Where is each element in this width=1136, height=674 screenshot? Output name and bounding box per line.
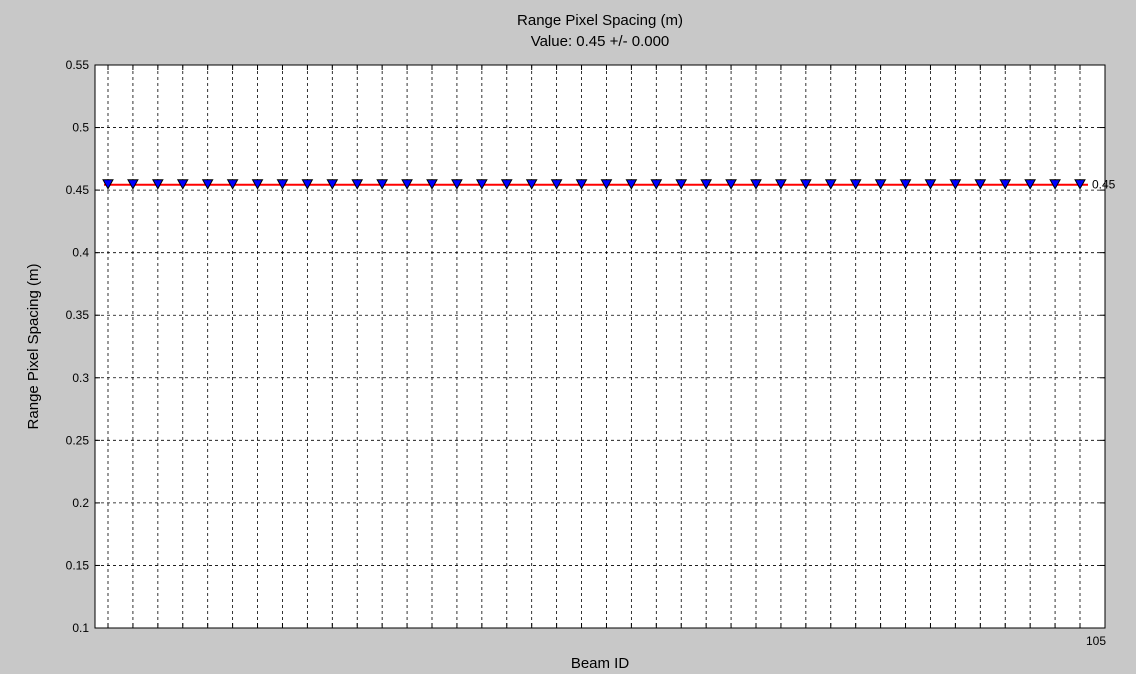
markers <box>102 179 1086 190</box>
data-point <box>999 179 1012 190</box>
data-point <box>575 179 588 190</box>
data-point <box>675 179 688 190</box>
data-point <box>974 179 987 190</box>
data-point <box>102 179 114 190</box>
data-point <box>451 179 463 190</box>
data-point <box>700 179 713 190</box>
data-point <box>525 179 538 190</box>
data-point <box>725 179 737 190</box>
y-tick-label: 0.25 <box>66 433 90 447</box>
data-point <box>600 179 613 190</box>
data-point <box>650 179 663 190</box>
chart-title: Range Pixel Spacing (m) <box>517 12 683 29</box>
grid <box>95 65 1105 628</box>
data-point <box>326 179 339 190</box>
y-tick-label: 0.2 <box>72 496 89 510</box>
data-point <box>924 179 937 190</box>
y-ticks: 0.1 0.15 0.2 0.25 0.3 0.35 0.4 0.45 0.5 0.55 <box>66 58 1105 635</box>
data-point <box>1049 179 1061 190</box>
data-point <box>550 179 563 190</box>
y-tick-label: 0.3 <box>72 371 89 385</box>
data-point <box>949 179 962 190</box>
y-tick-label: 0.55 <box>66 58 90 72</box>
data-point <box>151 179 164 190</box>
data-point <box>426 179 438 190</box>
data-point <box>301 179 314 190</box>
data-point <box>824 179 837 190</box>
data-point <box>874 179 887 190</box>
x-axis-label: Beam ID <box>571 655 630 672</box>
data-point <box>1024 179 1037 190</box>
y-tick-label: 0.4 <box>72 246 89 260</box>
data-point <box>750 179 762 190</box>
chart-subtitle: Value: 0.45 +/- 0.000 <box>531 33 670 50</box>
data-point <box>799 179 812 190</box>
x-ticks <box>107 65 1081 628</box>
data-point <box>176 179 189 190</box>
y-tick-label: 0.5 <box>72 121 89 135</box>
data-point <box>401 179 413 190</box>
data-point <box>226 179 239 190</box>
data-point <box>775 179 787 190</box>
data-point <box>625 179 638 190</box>
data-point <box>475 179 488 190</box>
y-axis-label: Range Pixel Spacing (m) <box>25 264 42 430</box>
data-point <box>376 179 389 190</box>
data-point <box>899 179 912 190</box>
data-point <box>201 179 214 190</box>
data-point <box>276 179 289 190</box>
data-point <box>251 179 264 190</box>
y-tick-label: 0.35 <box>66 308 90 322</box>
y-tick-label: 0.45 <box>66 183 90 197</box>
data-point <box>500 179 513 190</box>
data-point <box>1074 179 1086 190</box>
plot-area <box>94 64 1106 629</box>
y-tick-label: 0.1 <box>72 621 89 635</box>
x-tick-label-last: 105 <box>1086 634 1106 648</box>
y-tick-label: 0.15 <box>66 558 90 572</box>
data-point <box>351 179 364 190</box>
end-value-annotation: 0.45 <box>1092 178 1116 192</box>
data-point <box>849 179 862 190</box>
data-point <box>127 179 139 190</box>
